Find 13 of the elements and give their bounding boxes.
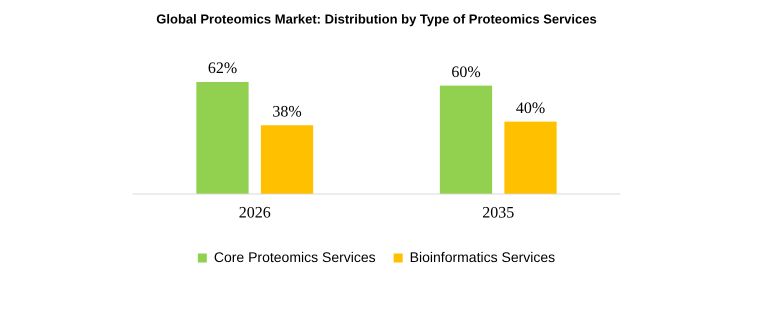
bar xyxy=(440,86,492,194)
legend-label: Core Proteomics Services xyxy=(214,248,376,265)
x-tick-label: 2035 xyxy=(482,204,514,222)
chart-title: Global Proteomics Market: Distribution by Type of Proteomics Services xyxy=(156,11,597,26)
bar xyxy=(504,122,557,194)
data-label: 40% xyxy=(516,100,546,117)
data-label: 60% xyxy=(451,64,481,81)
data-label: 38% xyxy=(272,103,302,120)
data-label: 62% xyxy=(208,60,238,78)
x-tick-label: 2026 xyxy=(238,204,271,222)
bar xyxy=(196,82,249,194)
bar xyxy=(260,125,314,194)
legend-label: Bioinformatics Services xyxy=(410,248,556,265)
